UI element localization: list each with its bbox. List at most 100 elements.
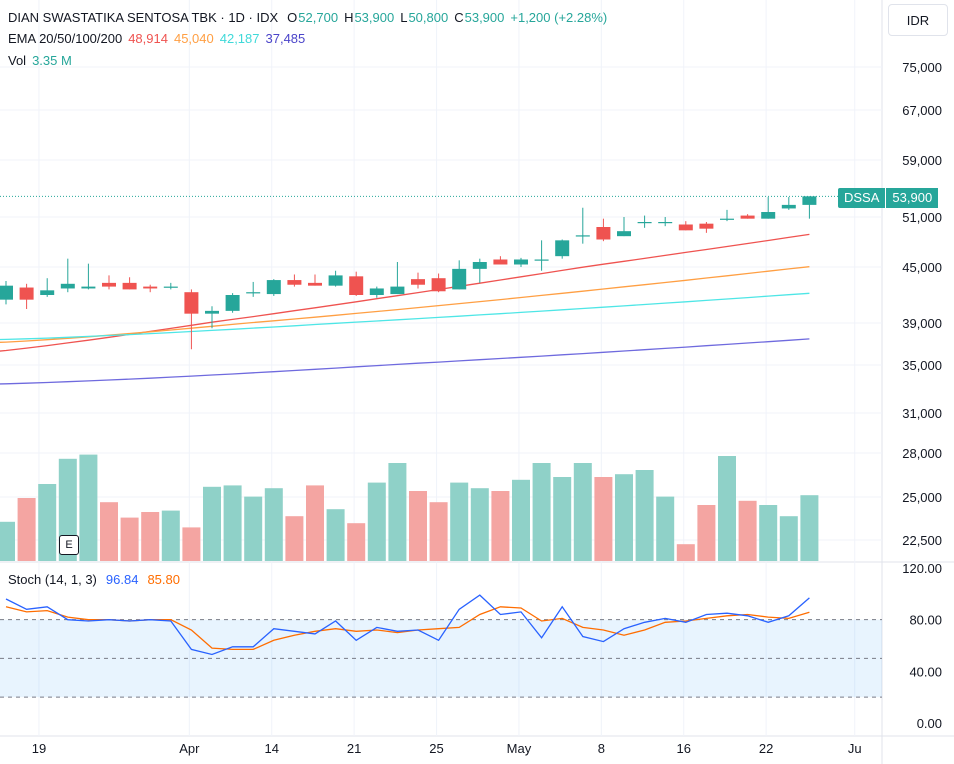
candle-body xyxy=(472,262,487,269)
candle-body xyxy=(308,282,322,286)
ema-legend[interactable]: EMA 20/50/100/200 48,914 45,040 42,187 37,48… xyxy=(8,30,305,48)
candle xyxy=(349,271,364,296)
vol-value: 3.35 M xyxy=(32,53,72,68)
volume-bar xyxy=(800,495,819,561)
candle-body xyxy=(19,287,34,300)
ema-line-ema50 xyxy=(0,266,810,343)
volume-bar xyxy=(223,485,242,561)
volume-bar xyxy=(141,512,160,561)
time-tick-label: May xyxy=(507,741,532,756)
candle-body xyxy=(0,285,13,300)
candle-body xyxy=(575,235,590,237)
volume-bar xyxy=(759,505,778,561)
stoch-k-line xyxy=(5,594,810,656)
stoch-legend[interactable]: Stoch (14, 1, 3) 96.84 85.80 xyxy=(8,572,180,587)
time-tick-label: 14 xyxy=(265,741,279,756)
ema-lines xyxy=(0,233,810,385)
candle-body xyxy=(658,222,673,224)
candle xyxy=(163,282,178,290)
ema-label: EMA 20/50/100/200 xyxy=(8,31,123,46)
candle xyxy=(369,286,384,298)
candle-body xyxy=(411,279,425,285)
time-tick-label: 25 xyxy=(429,741,443,756)
candle xyxy=(452,260,467,290)
volume-bar xyxy=(306,485,324,561)
volume-bar xyxy=(264,488,283,561)
candle-body xyxy=(143,286,158,289)
volume-bar xyxy=(120,517,139,561)
time-axis[interactable]: 19 Apr 14 21 25 May 8 16 22 Ju xyxy=(32,741,862,756)
volume-bar xyxy=(203,486,221,561)
candle-body xyxy=(637,222,652,224)
volume-bar xyxy=(532,463,551,561)
candle-body xyxy=(740,215,755,219)
stochastic-panel[interactable] xyxy=(0,594,882,698)
candle-body xyxy=(699,223,714,229)
volume-bar xyxy=(553,477,572,561)
candle xyxy=(205,306,219,329)
last-price-tag: DSSA 53,900 xyxy=(838,188,939,208)
candle-body xyxy=(761,212,776,219)
candle xyxy=(40,278,55,297)
time-tick-label: 8 xyxy=(598,741,605,756)
candle-body xyxy=(40,290,55,295)
volume-bar xyxy=(161,510,180,561)
high-value: 53,900 xyxy=(354,10,395,25)
candle xyxy=(81,263,96,290)
candle xyxy=(184,289,199,350)
candle-body xyxy=(534,259,549,261)
candlesticks[interactable] xyxy=(0,196,817,350)
earnings-badge[interactable]: E xyxy=(59,535,79,555)
time-tick-label: Apr xyxy=(179,741,200,756)
candle-body xyxy=(163,286,178,288)
volume-bar xyxy=(470,488,489,561)
price-axis[interactable]: 75,000 67,000 59,000 51,000 45,000 39,000 35,0… xyxy=(902,60,942,731)
volume-legend[interactable]: Vol 3.35 M xyxy=(8,52,72,70)
stoch-k-value: 96.84 xyxy=(105,572,139,587)
volume-bar xyxy=(429,502,448,561)
candle xyxy=(678,221,693,231)
candle-body xyxy=(184,292,199,314)
candle xyxy=(761,197,776,219)
stoch-tick-label: 120.00 xyxy=(902,561,942,576)
volume-bar xyxy=(100,502,118,561)
ema100-value: 42,187 xyxy=(219,31,260,46)
candle-body xyxy=(802,196,817,205)
vol-label: Vol xyxy=(8,53,27,68)
candle-body xyxy=(102,282,116,287)
price-tick-label: 22,500 xyxy=(902,533,942,548)
candle xyxy=(802,196,817,219)
volume-bar xyxy=(0,521,15,561)
candle-body xyxy=(328,275,343,286)
candle xyxy=(266,279,281,296)
symbol-legend: DIAN SWASTATIKA SENTOSA TBK · 1D · IDX O5… xyxy=(8,9,607,27)
volume-bar xyxy=(779,516,798,561)
volume-bar xyxy=(635,470,654,561)
volume-bar xyxy=(491,491,510,561)
stoch-tick-label: 80.00 xyxy=(909,613,942,628)
volume-bar xyxy=(697,505,716,561)
ema-line-ema100 xyxy=(0,292,810,341)
currency-button[interactable]: IDR xyxy=(888,4,948,36)
time-tick-label: 19 xyxy=(32,741,46,756)
candle xyxy=(308,274,322,286)
candle-body xyxy=(514,259,528,265)
candle-body xyxy=(225,295,240,311)
volume-bar xyxy=(79,454,98,561)
ema50-value: 45,040 xyxy=(173,31,214,46)
volume-bars xyxy=(0,454,819,561)
volume-bar xyxy=(615,474,633,561)
volume-bar xyxy=(573,463,592,561)
volume-bar xyxy=(244,496,263,561)
candle-body xyxy=(781,204,796,209)
candle-body xyxy=(555,240,570,257)
time-tick-label: 16 xyxy=(677,741,691,756)
candle xyxy=(390,262,405,295)
candle-body xyxy=(349,276,364,295)
candle xyxy=(534,240,549,271)
price-tag-symbol: DSSA xyxy=(838,188,886,208)
candle xyxy=(617,217,631,237)
volume-bar xyxy=(388,463,407,561)
change-value: +1,200 (+2.28%) xyxy=(510,10,608,25)
